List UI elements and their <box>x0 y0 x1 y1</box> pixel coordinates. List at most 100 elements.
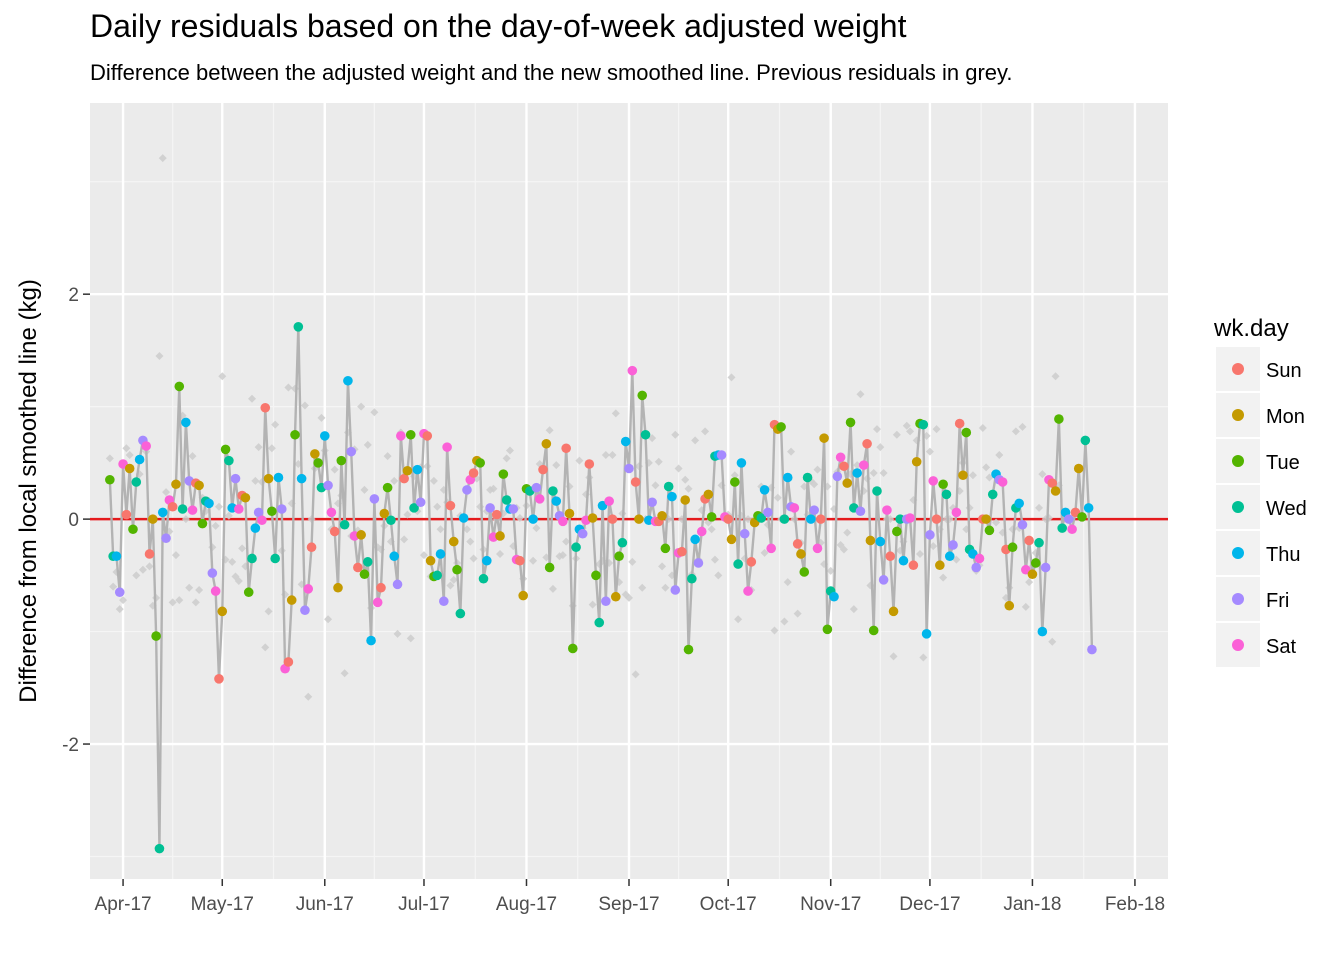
legend-key-tue <box>1232 455 1244 467</box>
previous-residual-point <box>995 451 1004 460</box>
previous-residual-point <box>1051 372 1060 381</box>
residual-point-tue <box>660 543 671 554</box>
previous-residual-point <box>218 372 227 381</box>
previous-residual-point <box>429 476 438 485</box>
residual-point-mon <box>286 595 297 605</box>
x-tick-label: Oct-17 <box>700 894 757 915</box>
residual-point-sun <box>815 514 826 524</box>
residual-point-wed <box>247 553 257 564</box>
x-tick-label: Jul-17 <box>398 894 450 915</box>
previous-residual-point <box>611 409 620 418</box>
residual-point-wed <box>733 559 743 569</box>
residual-point-thu <box>898 555 909 566</box>
previous-residual-point <box>109 582 118 591</box>
residual-point-mon <box>1004 600 1015 611</box>
previous-residual-point <box>1011 427 1020 436</box>
previous-residual-point <box>125 451 134 460</box>
residual-point-thu <box>204 498 214 509</box>
previous-residual-point <box>787 447 796 456</box>
residual-point-tue <box>706 512 717 522</box>
residual-point-thu <box>620 436 631 447</box>
previous-residual-point <box>932 425 941 434</box>
residual-point-sat <box>326 507 337 518</box>
previous-residual-point <box>214 502 223 511</box>
residual-point-sun <box>491 509 502 520</box>
previous-residual-point <box>856 390 865 399</box>
previous-residual-point <box>132 571 141 580</box>
residual-point-fri <box>763 507 773 518</box>
previous-residual-point <box>248 394 257 403</box>
residual-point-thu <box>343 375 353 386</box>
residual-point-wed <box>224 455 234 466</box>
residual-point-thu <box>736 458 747 468</box>
previous-residual-point <box>773 493 782 502</box>
chart-title: Daily residuals based on the day-of-week… <box>90 8 907 44</box>
residual-point-fri <box>392 579 403 590</box>
previous-residual-point <box>529 556 538 565</box>
previous-residual-point <box>446 581 455 590</box>
previous-residual-point <box>185 583 194 592</box>
previous-residual-point <box>810 480 819 489</box>
residual-point-mon <box>888 606 899 617</box>
previous-residual-point <box>770 626 779 635</box>
residual-point-sun <box>931 514 942 524</box>
previous-residual-point <box>155 352 164 361</box>
residual-point-sun <box>399 473 409 484</box>
residual-point-mon <box>796 549 806 559</box>
previous-residual-point <box>631 670 640 679</box>
residual-point-fri <box>230 473 241 484</box>
previous-residual-point <box>1021 602 1030 611</box>
residual-point-sun <box>792 539 803 549</box>
residual-point-sat <box>257 515 267 526</box>
residual-point-tue <box>591 570 601 581</box>
residual-point-tue <box>822 624 833 635</box>
residual-point-fri <box>300 605 310 616</box>
previous-residual-point <box>340 669 349 678</box>
residual-point-tue <box>567 643 578 654</box>
residual-point-tue <box>683 644 694 655</box>
previous-residual-point <box>1035 503 1044 512</box>
residual-point-sun <box>260 402 271 413</box>
residual-point-mon <box>518 590 528 601</box>
residual-point-thu <box>111 551 122 562</box>
residual-point-wed <box>339 519 350 530</box>
residual-point-thu <box>134 454 145 465</box>
residual-point-sat <box>141 441 152 451</box>
residual-point-sat <box>858 460 869 470</box>
previous-residual-point <box>419 551 428 560</box>
previous-residual-point <box>826 566 835 575</box>
residual-point-fri <box>346 446 357 457</box>
residual-point-tue <box>174 381 185 392</box>
residual-point-thu <box>1014 498 1024 509</box>
previous-residual-point <box>939 573 948 582</box>
previous-residual-point <box>625 593 633 602</box>
previous-residual-point <box>873 425 882 434</box>
previous-residual-point <box>952 555 961 564</box>
residual-point-sat <box>905 513 915 523</box>
previous-residual-point <box>760 548 769 557</box>
residual-point-mon <box>1073 463 1084 474</box>
residual-line <box>108 325 1094 850</box>
residual-point-wed <box>687 573 697 584</box>
legend-label-wed: Wed <box>1266 498 1307 520</box>
previous-residual-point <box>992 518 1001 527</box>
residual-point-mon <box>865 535 876 546</box>
residual-point-sun <box>445 500 456 511</box>
residual-point-mon <box>564 508 575 519</box>
residual-point-mon <box>935 560 945 571</box>
residual-point-sat <box>442 442 452 452</box>
residual-point-wed <box>409 503 419 513</box>
residual-point-tue <box>892 526 902 537</box>
residual-point-mon <box>356 530 366 540</box>
previous-residual-point <box>330 465 339 474</box>
previous-residual-point <box>548 584 557 593</box>
previous-residual-point <box>558 551 567 560</box>
previous-residual-point <box>267 444 276 453</box>
chart-subtitle: Difference between the adjusted weight a… <box>90 60 1013 85</box>
residual-point-mon <box>263 473 274 484</box>
residual-point-sat <box>1067 524 1077 535</box>
residual-point-tue <box>1054 414 1064 424</box>
previous-residual-point <box>839 545 848 554</box>
y-axis: -2 0 2 <box>62 285 90 756</box>
